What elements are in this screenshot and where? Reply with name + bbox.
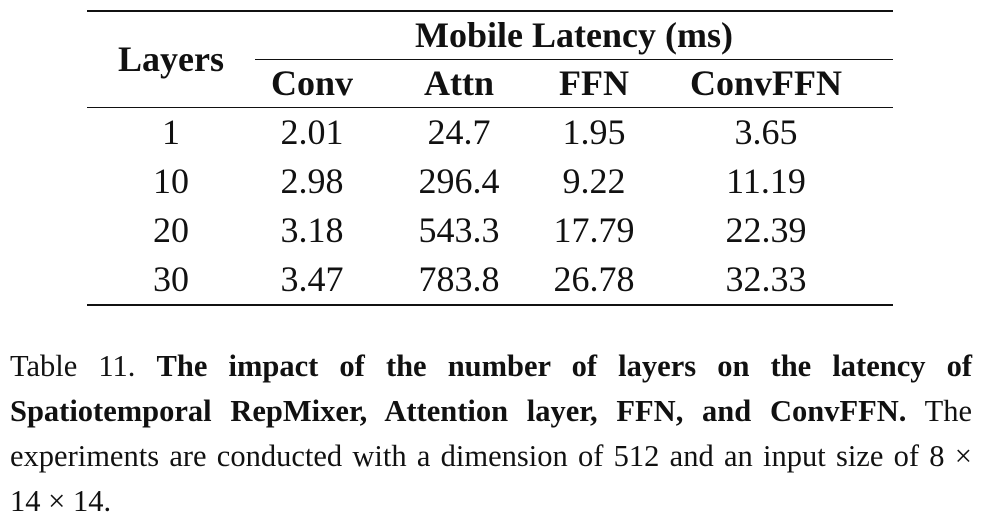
caption-plain-text: The experiments are conducted with a dim… bbox=[10, 394, 973, 518]
latency-table: Layers Mobile Latency (ms) Conv Attn FFN… bbox=[87, 10, 893, 306]
column-header-attn: Attn bbox=[424, 63, 494, 103]
table-caption: Table 11. The impact of the number of la… bbox=[10, 344, 972, 524]
conv-cell: 3.47 bbox=[280, 259, 344, 299]
convffn-cell: 32.33 bbox=[725, 259, 807, 299]
conv-cell: 3.18 bbox=[280, 210, 344, 250]
attn-cell: 543.3 bbox=[418, 210, 500, 250]
latency-table-container: Layers Mobile Latency (ms) Conv Attn FFN… bbox=[87, 10, 893, 306]
conv-cell: 2.01 bbox=[280, 112, 344, 152]
conv-cell: 2.98 bbox=[280, 161, 344, 201]
convffn-cell: 3.65 bbox=[734, 112, 798, 152]
layers-cell: 10 bbox=[153, 161, 189, 201]
convffn-cell: 11.19 bbox=[726, 161, 806, 201]
mobile-latency-group-header: Mobile Latency (ms) bbox=[255, 11, 893, 60]
convffn-cell: 22.39 bbox=[725, 210, 807, 250]
ffn-cell: 26.78 bbox=[553, 259, 635, 299]
column-header-conv: Conv bbox=[270, 63, 354, 103]
table-row: 1 2.01 24.7 1.95 3.65 bbox=[87, 107, 893, 157]
attn-cell: 296.4 bbox=[418, 161, 500, 201]
layers-header: Layers bbox=[118, 39, 224, 80]
column-header-ffn: FFN bbox=[559, 63, 629, 103]
layers-cell: 30 bbox=[153, 259, 189, 299]
caption-bold-text: The impact of the number of layers on th… bbox=[10, 349, 973, 428]
attn-cell: 783.8 bbox=[418, 259, 500, 299]
layers-cell: 1 bbox=[162, 112, 180, 152]
attn-cell: 24.7 bbox=[427, 112, 491, 152]
caption-label: Table 11. bbox=[10, 349, 136, 383]
table-row: 20 3.18 543.3 17.79 22.39 bbox=[87, 206, 893, 255]
table-row: 10 2.98 296.4 9.22 11.19 bbox=[87, 157, 893, 206]
layers-cell: 20 bbox=[153, 210, 189, 250]
ffn-cell: 9.22 bbox=[562, 161, 626, 201]
ffn-cell: 1.95 bbox=[562, 112, 626, 152]
table-row: 30 3.47 783.8 26.78 32.33 bbox=[87, 255, 893, 305]
ffn-cell: 17.79 bbox=[553, 210, 635, 250]
column-header-convffn: ConvFFN bbox=[690, 63, 842, 103]
